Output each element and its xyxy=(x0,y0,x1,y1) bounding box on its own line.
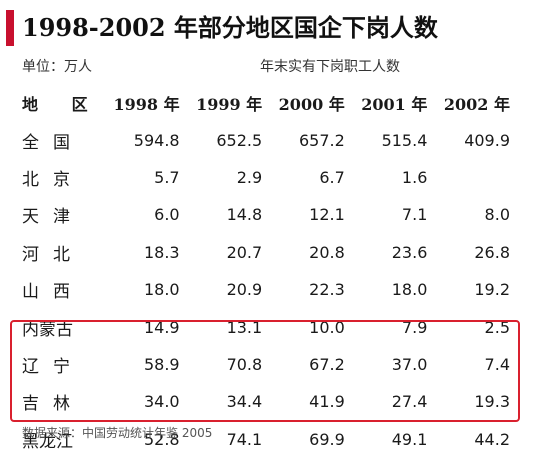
page-title: 1998-2002 年部分地区国企下岗人数 xyxy=(22,13,438,42)
value-cell: 6.7 xyxy=(319,167,345,187)
table-row: 天津 6.0 14.8 12.1 7.1 8.0 xyxy=(10,196,518,233)
value-cell: 41.9 xyxy=(309,392,345,412)
value-cell: 18.0 xyxy=(391,280,428,300)
value-cell: 20.8 xyxy=(309,242,345,262)
table-description: 年末实有下岗职工人数 xyxy=(260,59,400,75)
layoff-table: 地 区 1998 年 1999 年 2000 年 2001 年 2002 年 全… xyxy=(10,84,518,458)
value-cell: 20.9 xyxy=(226,280,263,300)
region-cell: 山西 xyxy=(22,282,84,303)
value-cell: 8.0 xyxy=(484,205,510,225)
region-cell: 全国 xyxy=(22,132,84,153)
column-header-2001: 2001 年 xyxy=(361,94,428,114)
value-cell: 6.0 xyxy=(154,205,180,225)
title-accent-bar xyxy=(6,10,14,46)
value-cell: 34.4 xyxy=(226,392,263,412)
value-cell: 409.9 xyxy=(464,130,510,150)
region-cell: 内蒙古 xyxy=(22,319,73,340)
column-header-2000: 2000 年 xyxy=(278,94,345,114)
region-cell: 吉林 xyxy=(22,394,84,415)
value-cell: 19.3 xyxy=(474,392,510,412)
value-cell: 58.9 xyxy=(143,354,180,374)
value-cell: 2.9 xyxy=(236,167,263,187)
value-cell xyxy=(435,159,518,196)
value-cell: 49.1 xyxy=(391,429,428,449)
value-cell: 7.4 xyxy=(484,354,510,374)
table-header-row: 地 区 1998 年 1999 年 2000 年 2001 年 2002 年 xyxy=(10,84,518,121)
value-cell: 594.8 xyxy=(133,130,180,150)
value-cell: 7.1 xyxy=(401,205,428,225)
value-cell: 22.3 xyxy=(309,280,345,300)
region-cell: 河北 xyxy=(22,244,84,265)
region-cell: 北京 xyxy=(22,169,84,190)
value-cell: 27.4 xyxy=(391,392,428,412)
value-cell: 5.7 xyxy=(154,167,180,187)
northeast-highlight-box xyxy=(10,320,520,422)
table-row: 河北 18.3 20.7 20.8 23.6 26.8 xyxy=(10,234,518,271)
value-cell: 657.2 xyxy=(298,130,345,150)
value-cell: 70.8 xyxy=(226,354,263,374)
region-cell: 天津 xyxy=(22,207,84,228)
value-cell: 20.7 xyxy=(226,242,263,262)
table-row: 山西 18.0 20.9 22.3 18.0 19.2 xyxy=(10,271,518,308)
value-cell: 18.0 xyxy=(143,280,180,300)
value-cell: 69.9 xyxy=(309,429,345,449)
value-cell: 7.9 xyxy=(401,317,428,337)
column-header-region: 地 区 xyxy=(22,94,102,114)
value-cell: 37.0 xyxy=(391,354,428,374)
value-cell: 14.8 xyxy=(226,205,263,225)
region-cell: 辽宁 xyxy=(22,356,84,377)
value-cell: 26.8 xyxy=(474,242,510,262)
column-header-1998: 1998 年 xyxy=(113,94,180,114)
value-cell: 44.2 xyxy=(474,429,510,449)
value-cell: 13.1 xyxy=(226,317,263,337)
data-source: 数据来源：中国劳动统计年鉴 2005 xyxy=(22,426,213,440)
value-cell: 12.1 xyxy=(309,205,345,225)
column-header-1999: 1999 年 xyxy=(196,94,263,114)
value-cell: 18.3 xyxy=(143,242,180,262)
value-cell: 10.0 xyxy=(309,317,345,337)
value-cell: 34.0 xyxy=(143,392,180,412)
value-cell: 515.4 xyxy=(381,130,428,150)
column-header-2002: 2002 年 xyxy=(443,94,510,114)
value-cell: 19.2 xyxy=(474,280,510,300)
table-row: 辽宁 58.9 70.8 67.2 37.0 7.4 xyxy=(10,346,518,383)
table-row: 内蒙古 14.9 13.1 10.0 7.9 2.5 xyxy=(10,308,518,345)
value-cell: 14.9 xyxy=(143,317,180,337)
value-cell: 67.2 xyxy=(309,354,345,374)
table-row: 吉林 34.0 34.4 41.9 27.4 19.3 xyxy=(10,383,518,420)
table-row: 全国 594.8 652.5 657.2 515.4 409.9 xyxy=(10,121,518,158)
value-cell: 1.6 xyxy=(401,167,428,187)
value-cell: 2.5 xyxy=(484,317,510,337)
value-cell: 652.5 xyxy=(216,130,263,150)
unit-label: 单位：万人 xyxy=(22,59,92,75)
table-row: 北京 5.7 2.9 6.7 1.6 xyxy=(10,159,518,196)
value-cell: 23.6 xyxy=(391,242,428,262)
